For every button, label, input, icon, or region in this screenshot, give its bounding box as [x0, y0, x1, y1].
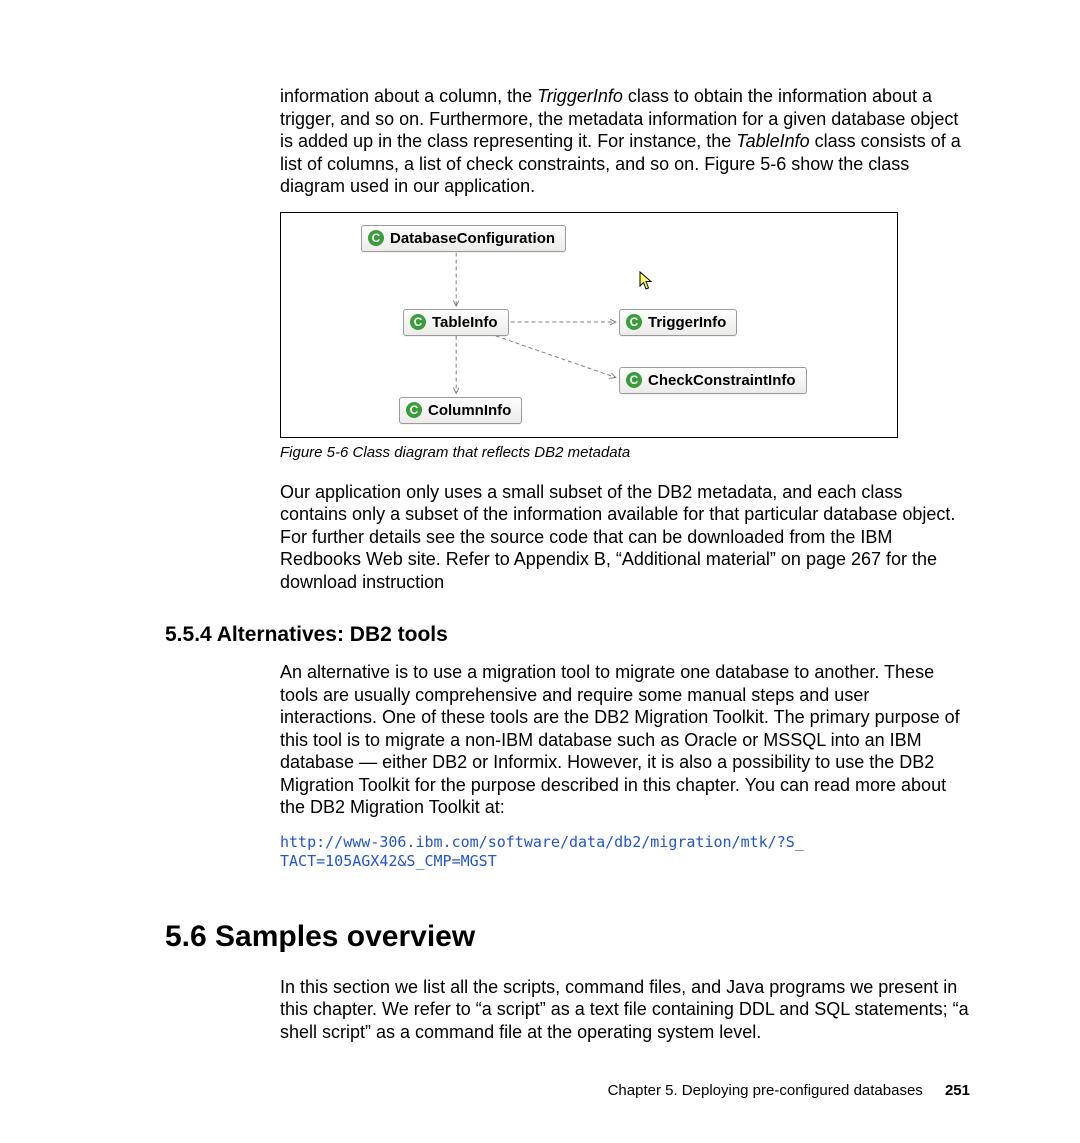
node-database-configuration: C DatabaseConfiguration — [361, 225, 566, 252]
node-column-info: C ColumnInfo — [399, 397, 522, 424]
node-table-info: C TableInfo — [403, 309, 509, 336]
italic-triggerinfo: TriggerInfo — [537, 86, 623, 106]
cursor-icon — [639, 271, 653, 291]
text: information about a column, the — [280, 86, 537, 106]
footer-chapter: Chapter 5. Deploying pre-configured data… — [608, 1082, 923, 1099]
paragraph-5-6: In this section we list all the scripts,… — [165, 976, 970, 1044]
paragraph-mid: Our application only uses a small subset… — [165, 481, 970, 594]
heading-5-6: 5.6 Samples overview — [165, 920, 970, 954]
class-icon: C — [406, 402, 422, 418]
node-label: TriggerInfo — [648, 314, 726, 331]
footer-page-number: 251 — [945, 1082, 970, 1099]
node-label: CheckConstraintInfo — [648, 372, 796, 389]
figure-caption: Figure 5-6 Class diagram that reflects D… — [280, 444, 970, 461]
figure-5-6: C DatabaseConfiguration C TableInfo C Tr… — [280, 212, 970, 461]
class-icon: C — [626, 372, 642, 388]
class-icon: C — [626, 314, 642, 330]
paragraph-top: information about a column, the TriggerI… — [165, 85, 970, 198]
node-label: ColumnInfo — [428, 402, 511, 419]
node-label: DatabaseConfiguration — [390, 230, 555, 247]
node-trigger-info: C TriggerInfo — [619, 309, 737, 336]
page: information about a column, the TriggerI… — [0, 0, 1080, 1143]
class-diagram: C DatabaseConfiguration C TableInfo C Tr… — [280, 212, 898, 438]
paragraph-5-5-4: An alternative is to use a migration too… — [165, 661, 970, 819]
class-icon: C — [410, 314, 426, 330]
heading-5-5-4: 5.5.4 Alternatives: DB2 tools — [165, 623, 970, 647]
node-check-constraint-info: C CheckConstraintInfo — [619, 367, 807, 394]
page-footer: Chapter 5. Deploying pre-configured data… — [608, 1082, 970, 1099]
italic-tableinfo: TableInfo — [736, 131, 809, 151]
class-icon: C — [368, 230, 384, 246]
node-label: TableInfo — [432, 314, 498, 331]
migration-toolkit-url[interactable]: http://www-306.ibm.com/software/data/db2… — [280, 833, 810, 872]
